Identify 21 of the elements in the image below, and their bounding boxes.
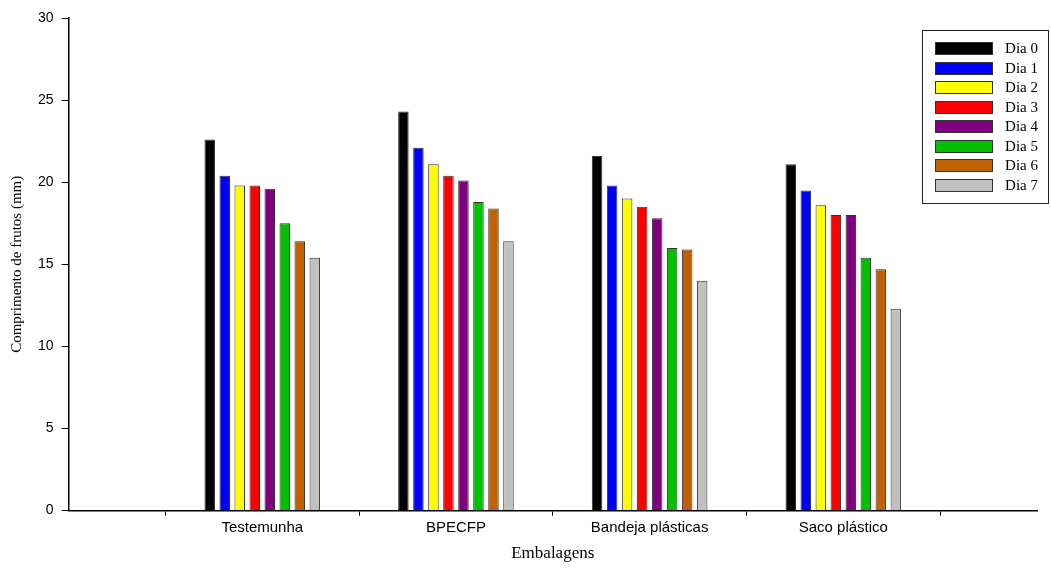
- x-tick-label: Testemunha: [221, 517, 304, 535]
- y-tick-label: 15: [37, 255, 54, 272]
- y-axis-title: Comprimento de frutos (mm): [7, 175, 25, 353]
- legend-label: Dia 5: [1005, 137, 1038, 155]
- legend-label: Dia 0: [1005, 40, 1038, 58]
- legend-label: Dia 7: [1005, 176, 1038, 194]
- y-tick-label: 5: [45, 419, 54, 436]
- legend-label: Dia 3: [1005, 98, 1038, 116]
- y-tick-label: 20: [37, 173, 54, 190]
- x-tick-label: BPECFP: [425, 517, 486, 535]
- legend-label: Dia 4: [1005, 118, 1038, 136]
- y-tick-label: 10: [37, 337, 54, 354]
- x-axis-title: Embalagens: [511, 543, 595, 563]
- legend-label: Dia 1: [1005, 59, 1038, 77]
- x-tick-label: Bandeja plásticas: [590, 517, 709, 535]
- legend-label: Dia 6: [1005, 157, 1038, 175]
- legend-label: Dia 2: [1005, 79, 1038, 97]
- x-tick-label: Saco plástico: [798, 517, 888, 535]
- y-tick-label: 25: [37, 90, 54, 107]
- y-tick-label: 0: [45, 501, 54, 518]
- y-tick-label: 30: [37, 8, 54, 25]
